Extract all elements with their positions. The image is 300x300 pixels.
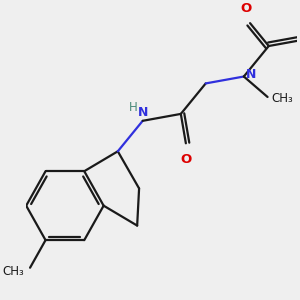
Text: O: O — [241, 2, 252, 15]
Text: O: O — [180, 153, 191, 166]
Text: N: N — [246, 68, 256, 81]
Text: CH₃: CH₃ — [2, 265, 24, 278]
Text: CH₃: CH₃ — [272, 92, 293, 106]
Text: H: H — [129, 101, 137, 114]
Text: N: N — [137, 106, 148, 119]
